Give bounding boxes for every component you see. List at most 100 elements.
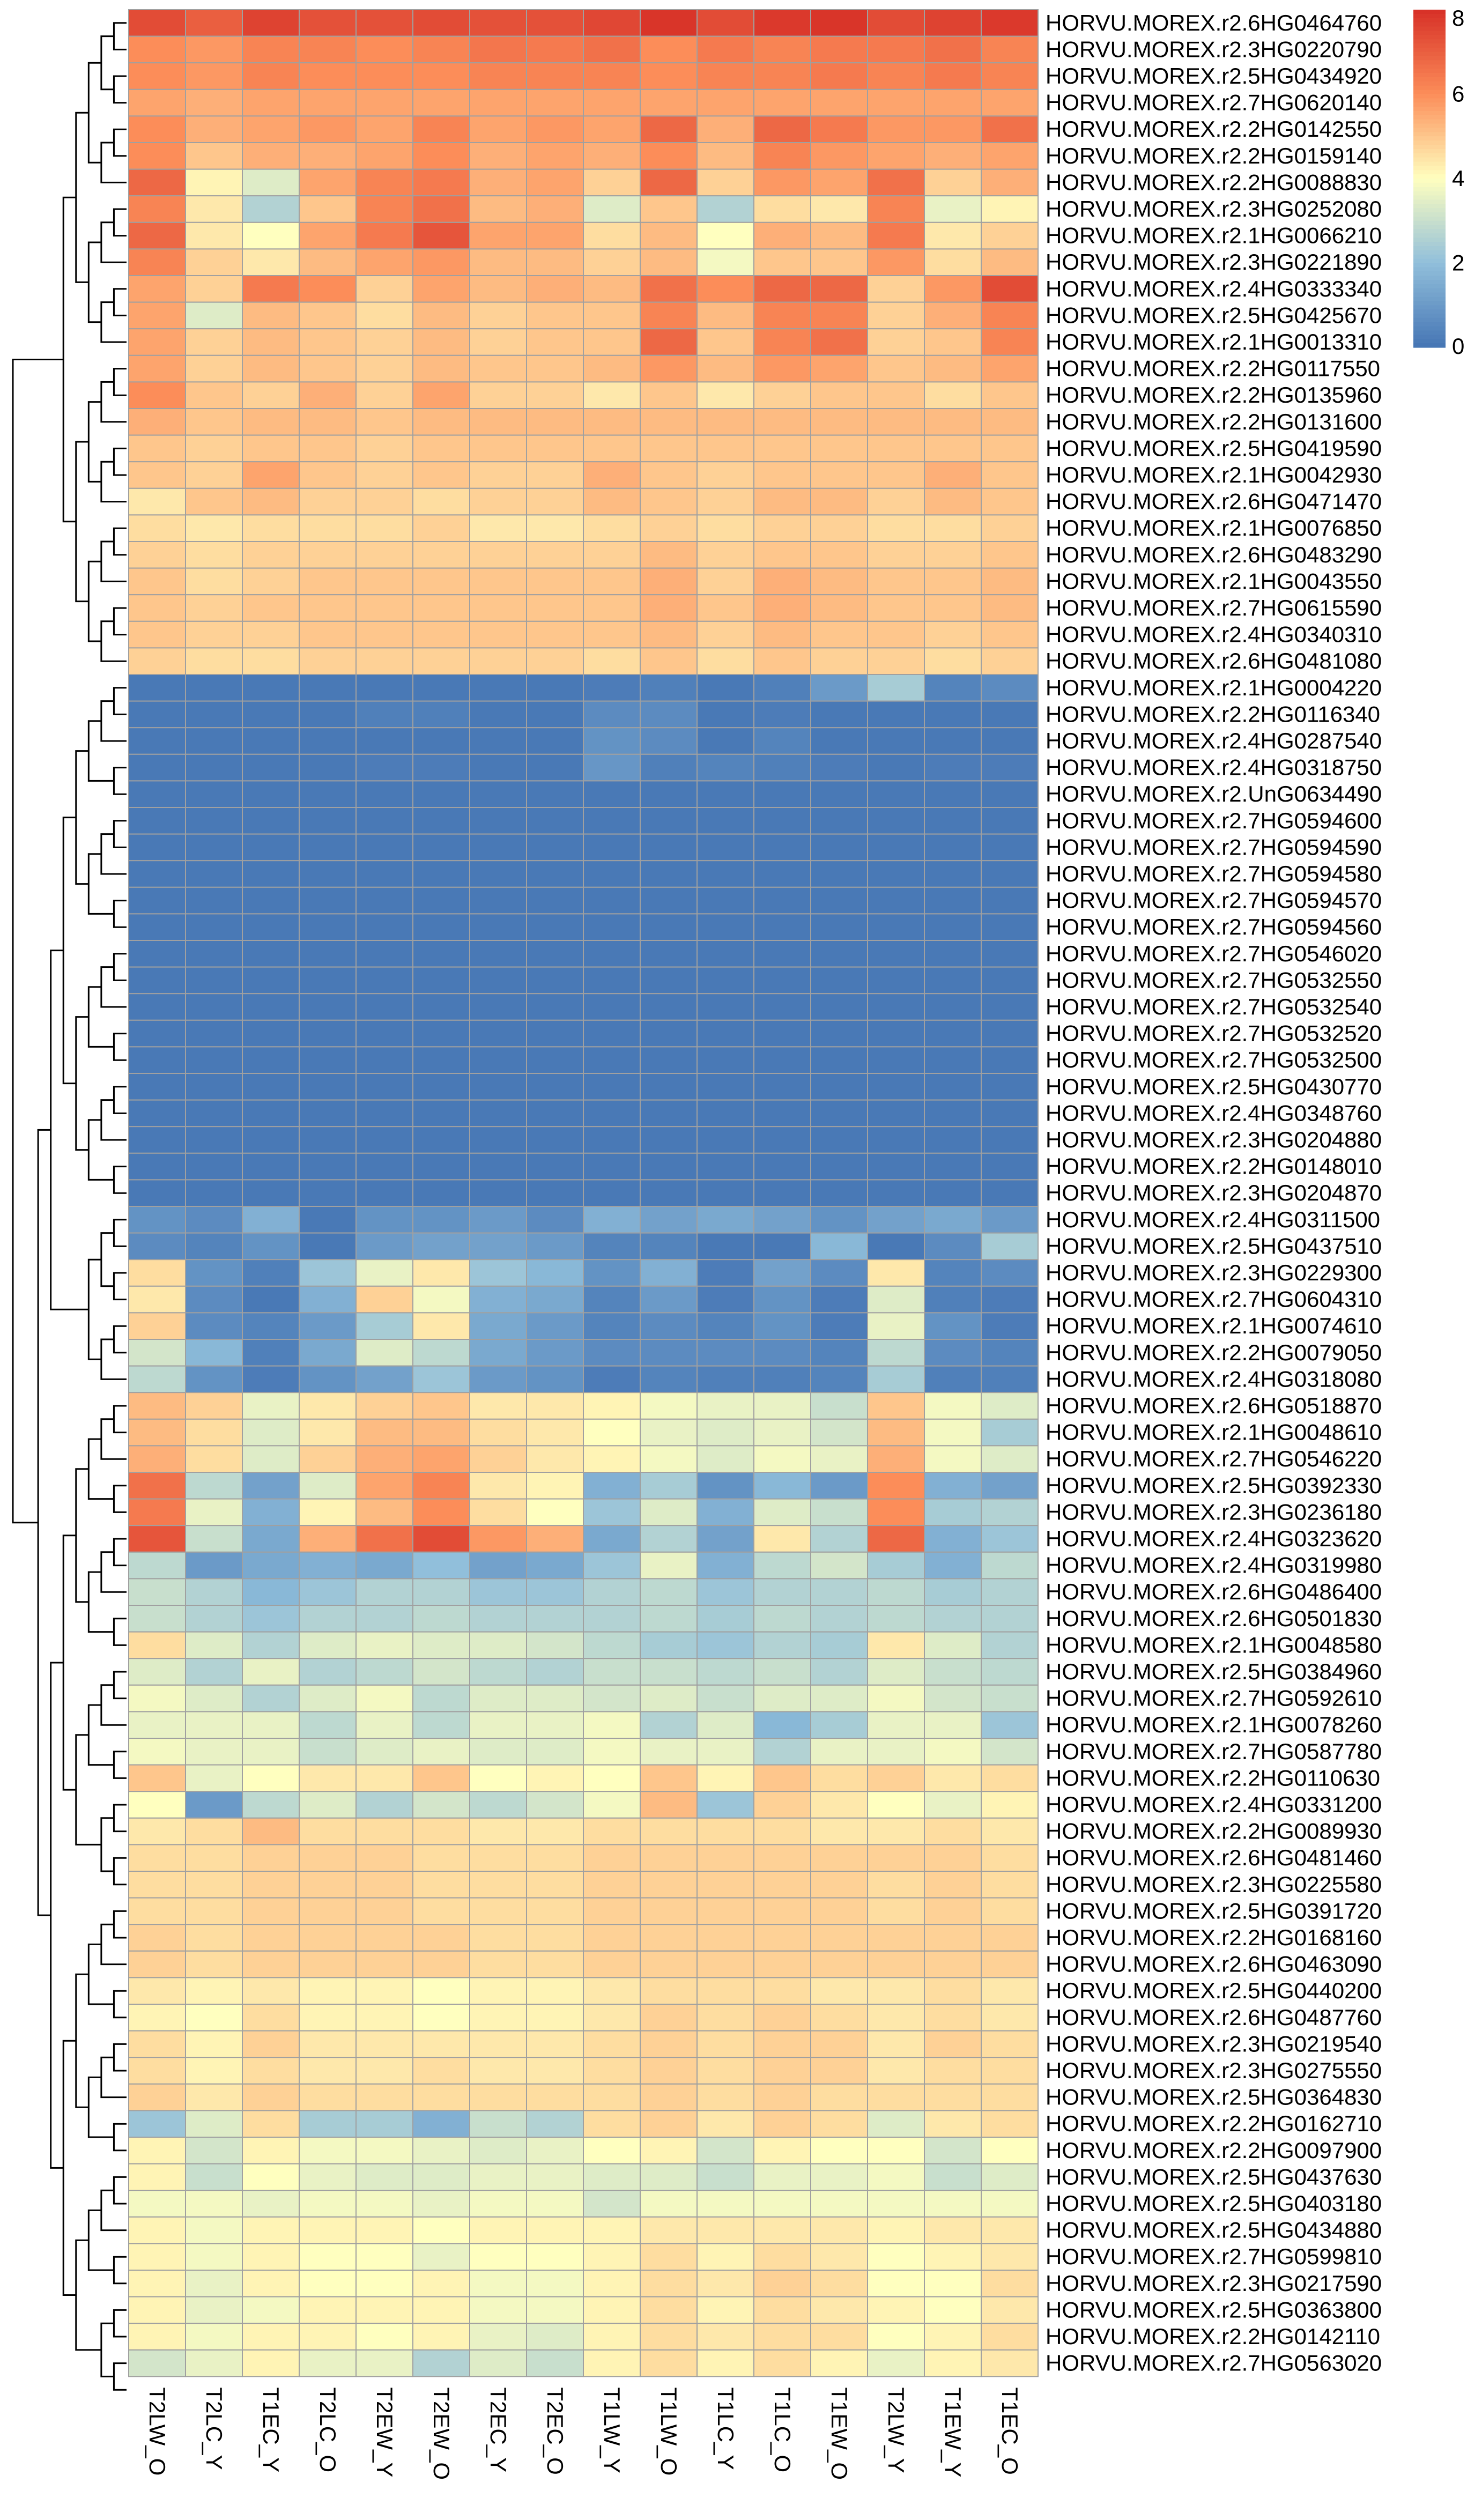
heatmap-cell xyxy=(981,940,1039,968)
heatmap-cell xyxy=(696,2216,754,2244)
heatmap-cell xyxy=(412,1339,470,1367)
heatmap-cell xyxy=(185,1206,243,1234)
heatmap-cell xyxy=(185,1658,243,1686)
heatmap-cell xyxy=(526,966,584,995)
heatmap-cell xyxy=(242,115,300,143)
heatmap-cell xyxy=(469,2243,527,2271)
heatmap-cell xyxy=(128,1206,186,1234)
heatmap-cell xyxy=(526,195,584,223)
heatmap-cell xyxy=(981,35,1039,64)
legend-swatch xyxy=(1413,10,1446,14)
heatmap-cell xyxy=(526,833,584,862)
heatmap-cell xyxy=(412,993,470,1021)
heatmap-cell xyxy=(526,1445,584,1473)
heatmap-cell xyxy=(526,2110,584,2138)
heatmap-cell xyxy=(412,2296,470,2324)
heatmap-cell xyxy=(185,727,243,755)
row-label: HORVU.MOREX.r2.5HG0419590 xyxy=(1046,435,1382,461)
dendrogram-branch xyxy=(113,2123,127,2152)
row-label: HORVU.MOREX.r2.4HG0333340 xyxy=(1046,276,1382,301)
heatmap-cell xyxy=(753,2083,811,2111)
heatmap-cell xyxy=(526,2243,584,2271)
heatmap-cell xyxy=(810,913,868,942)
heatmap-cell xyxy=(867,1019,925,1048)
heatmap-cell xyxy=(981,1791,1039,1819)
dendrogram-branch xyxy=(100,2056,127,2099)
legend-swatch xyxy=(1413,187,1446,192)
heatmap-cell xyxy=(981,1472,1039,1500)
heatmap-cell xyxy=(128,727,186,755)
heatmap-cell xyxy=(753,1312,811,1340)
heatmap-cell xyxy=(469,168,527,197)
heatmap-cell xyxy=(355,2216,413,2244)
heatmap-cell xyxy=(469,2057,527,2085)
heatmap-cell xyxy=(412,1498,470,1526)
heatmap-cell xyxy=(696,434,754,463)
heatmap-cell xyxy=(583,727,641,755)
heatmap-cell xyxy=(924,2163,982,2191)
heatmap-cell xyxy=(981,2004,1039,2032)
row-label: HORVU.MOREX.r2.2HG0159140 xyxy=(1046,143,1382,168)
legend-swatch xyxy=(1413,339,1446,344)
heatmap-cell xyxy=(753,1525,811,1553)
heatmap-cell xyxy=(924,2030,982,2058)
heatmap-cell xyxy=(696,1950,754,1978)
heatmap-cell xyxy=(299,1445,357,1473)
heatmap-cell xyxy=(753,1418,811,1447)
heatmap-cell xyxy=(526,1365,584,1394)
dendrogram-branch xyxy=(100,1232,114,1287)
heatmap-cell xyxy=(412,940,470,968)
row-label: HORVU.MOREX.r2.3HG0236180 xyxy=(1046,1499,1382,1524)
heatmap-cell xyxy=(696,1392,754,1420)
heatmap-cell xyxy=(299,434,357,463)
heatmap-cell xyxy=(924,1206,982,1234)
heatmap-cell xyxy=(355,381,413,410)
heatmap-cell xyxy=(355,1605,413,1633)
dendrogram-branch xyxy=(113,1857,127,1886)
row-label: HORVU.MOREX.r2.2HG0162710 xyxy=(1046,2111,1382,2136)
heatmap-cell xyxy=(299,1285,357,1314)
heatmap-cell xyxy=(185,408,243,436)
heatmap-cell xyxy=(867,2349,925,2377)
heatmap-cell xyxy=(583,966,641,995)
heatmap-cell xyxy=(924,1152,982,1181)
dendrogram-branch xyxy=(62,817,76,1085)
heatmap-cell xyxy=(355,2190,413,2218)
row-label: HORVU.MOREX.r2.2HG0079050 xyxy=(1046,1340,1382,1365)
heatmap-cell xyxy=(583,1631,641,1659)
heatmap-cell xyxy=(696,1578,754,1606)
heatmap-cell xyxy=(640,1764,698,1792)
dendrogram-branch xyxy=(113,75,127,104)
heatmap-cell xyxy=(412,88,470,117)
heatmap-cell xyxy=(867,2163,925,2191)
heatmap-cell xyxy=(185,1525,243,1553)
heatmap-cell xyxy=(924,993,982,1021)
heatmap-cell xyxy=(924,594,982,622)
row-label: HORVU.MOREX.r2.7HG0594590 xyxy=(1046,834,1382,859)
heatmap-cell xyxy=(469,833,527,862)
dendrogram-branch xyxy=(113,953,127,981)
heatmap-cell xyxy=(924,1844,982,1872)
heatmap-cell xyxy=(583,1126,641,1154)
heatmap-cell xyxy=(583,2349,641,2377)
heatmap-cell xyxy=(583,886,641,915)
heatmap-cell xyxy=(469,1977,527,2005)
heatmap-cell xyxy=(583,780,641,809)
heatmap-cell xyxy=(810,514,868,543)
heatmap-cell xyxy=(753,88,811,117)
heatmap-cell xyxy=(128,1259,186,1287)
heatmap-cell xyxy=(867,2323,925,2351)
heatmap-cell xyxy=(981,567,1039,596)
heatmap-cell xyxy=(867,1658,925,1686)
heatmap-cell xyxy=(299,2190,357,2218)
heatmap-cell xyxy=(412,1525,470,1553)
heatmap-cell xyxy=(412,1019,470,1048)
legend-swatch xyxy=(1413,233,1446,238)
row-label: HORVU.MOREX.r2.4HG0323620 xyxy=(1046,1526,1382,1551)
heatmap-cell xyxy=(981,2110,1039,2138)
heatmap-cell xyxy=(753,1817,811,1845)
heatmap-cell xyxy=(867,2296,925,2324)
heatmap-cell xyxy=(753,1206,811,1234)
legend-swatch xyxy=(1413,26,1446,31)
